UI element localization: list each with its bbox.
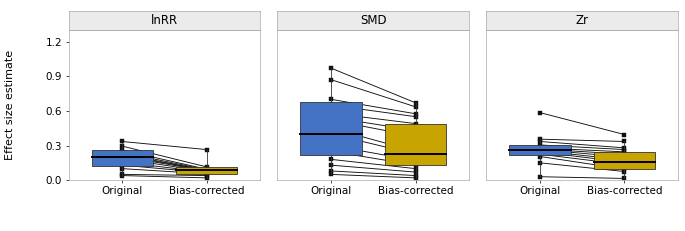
Bar <box>92 150 153 166</box>
Bar <box>594 152 655 169</box>
Bar <box>385 124 446 165</box>
Bar <box>510 145 571 155</box>
Bar <box>176 167 237 174</box>
Text: Zr: Zr <box>576 14 588 27</box>
Bar <box>301 102 362 155</box>
Text: Effect size estimate: Effect size estimate <box>5 50 15 160</box>
Text: SMD: SMD <box>360 14 386 27</box>
Text: lnRR: lnRR <box>151 14 178 27</box>
